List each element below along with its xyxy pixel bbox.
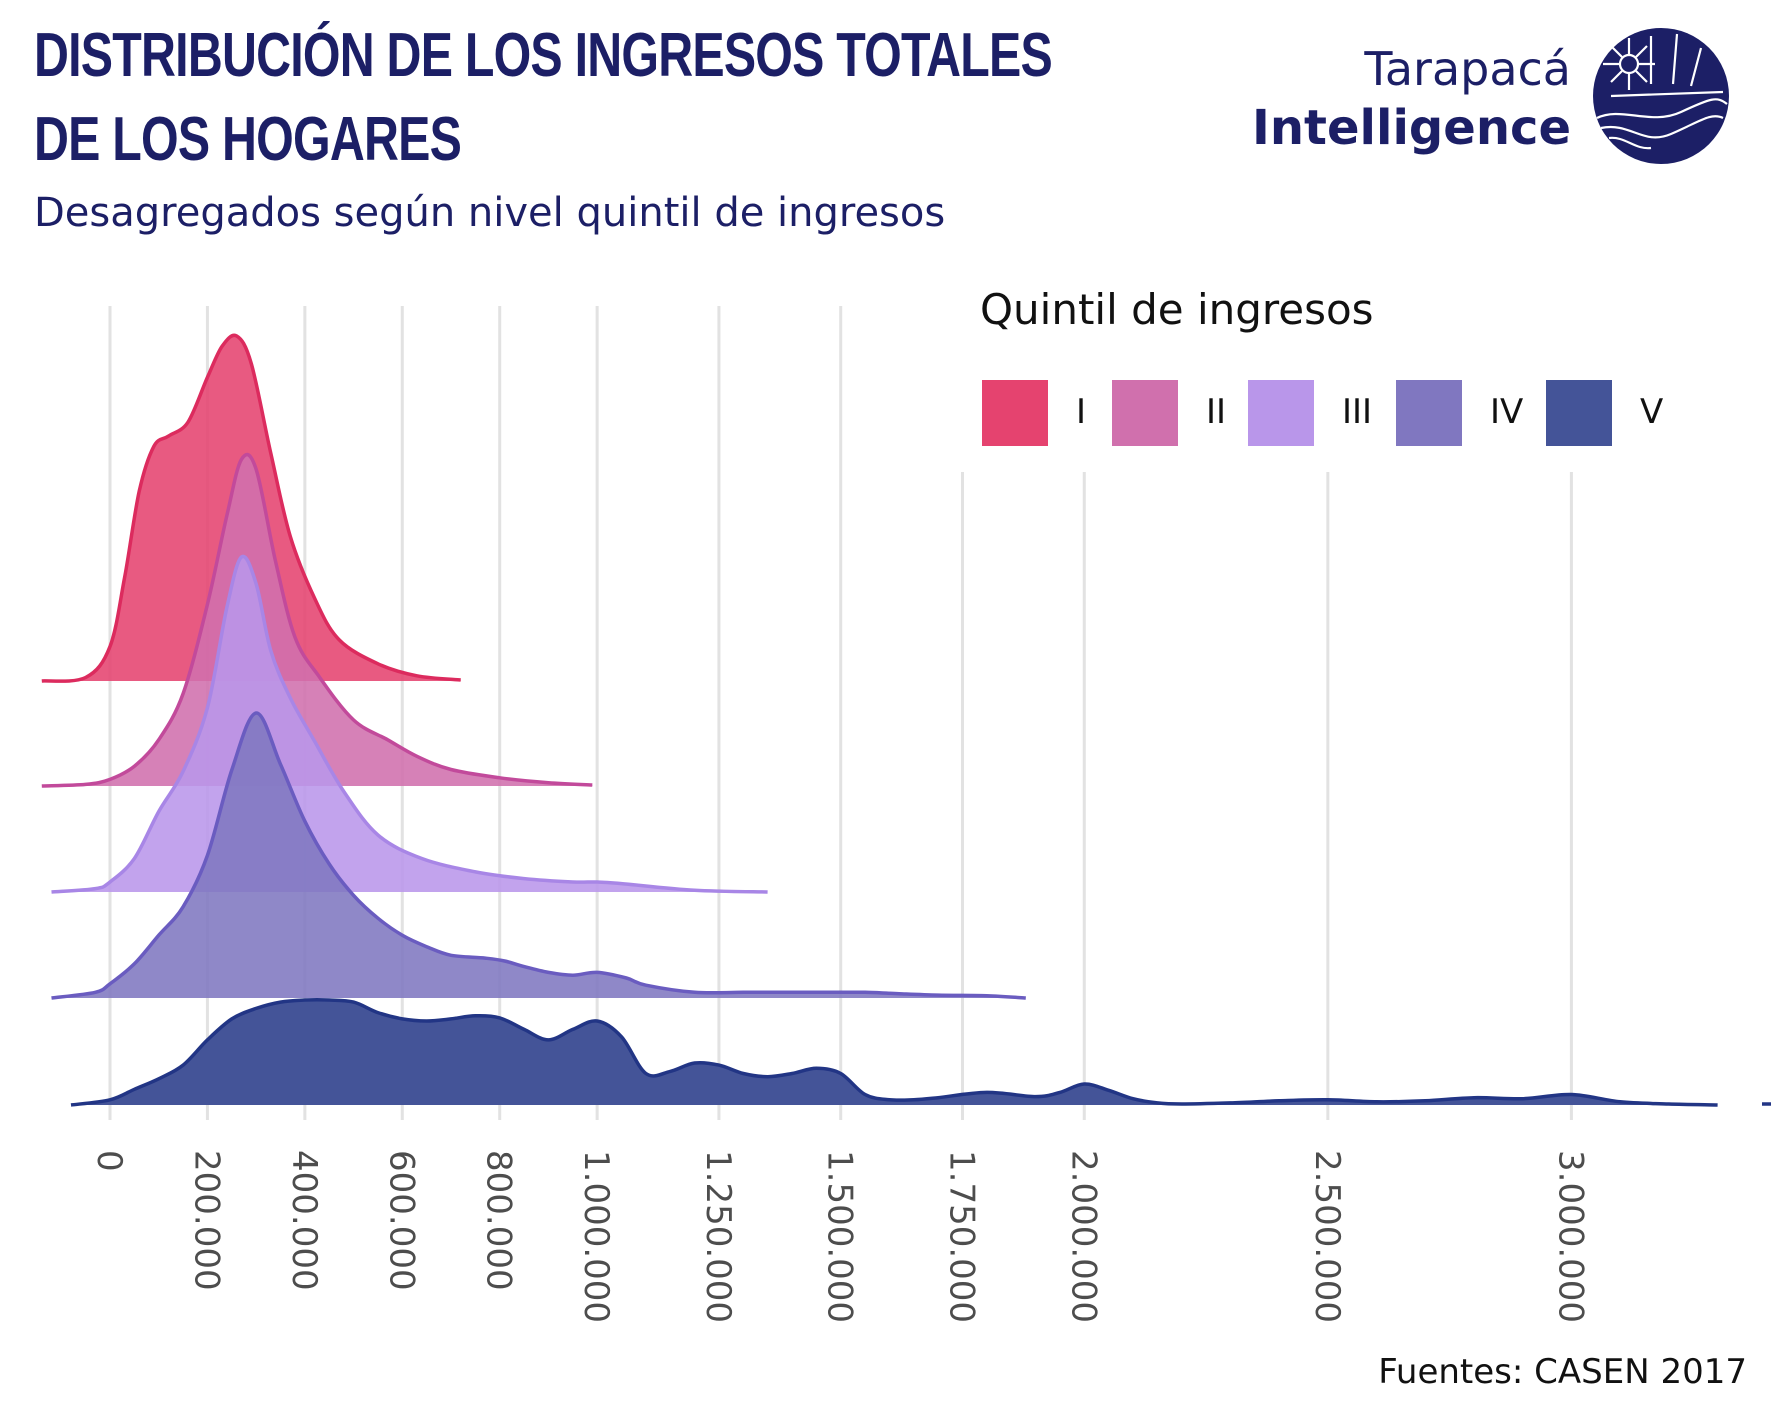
x-tick-label: 1.500.000 [820,1150,860,1323]
title-line-2: DE LOS HOGARES [34,105,462,174]
legend-swatch [1396,380,1462,446]
legend-swatch [1546,380,1612,446]
ridge-area-V [71,999,1718,1105]
ridge-area-IV [51,712,1026,998]
x-tick-label: 2.500.000 [1307,1150,1347,1323]
x-tick-label: 0 [89,1150,129,1172]
brand-line-2: Intelligence [1252,100,1571,156]
chart-subtitle: Desagregados según nivel quintil de ingr… [34,190,946,236]
x-tick-label: 1.000.000 [576,1150,616,1323]
ridges [41,333,1771,1107]
legend-swatch [1112,380,1178,446]
ridge-line-III [51,554,768,894]
x-tick-label: 400.000 [284,1150,324,1291]
brand-line-1: Tarapacá [1364,42,1571,96]
x-tick-label: 1.250.000 [698,1150,738,1323]
ridge-line-II [41,452,593,788]
x-tick-label: 600.000 [381,1150,421,1291]
x-tick-label: 3.000.000 [1550,1150,1590,1323]
x-tick-label: 200.000 [186,1150,226,1291]
x-axis-ticks: 0 200.000 400.000 600.000 800.000 1.000.000 1.… [89,1150,1590,1323]
legend-label: III [1342,392,1373,432]
ridge-line-I [41,333,461,683]
brand-text: Tarapacá Intelligence [1252,40,1571,158]
ridge-line-IV [51,711,1026,1000]
title-line-1: DISTRIBUCIÓN DE LOS INGRESOS TOTALES [34,21,1053,90]
legend-label: II [1206,392,1227,432]
legend-label: IV [1490,392,1524,432]
x-tick-label: 1.750.000 [941,1150,981,1323]
legend-title: Quintil de ingresos [980,285,1374,334]
chart-title: DISTRIBUCIÓN DE LOS INGRESOS TOTALES DE … [34,14,1053,182]
source-note: Fuentes: CASEN 2017 [1378,1352,1747,1392]
legend: I II III IV V [982,380,1672,446]
legend-swatch [982,380,1048,446]
x-tick-label: 800.000 [479,1150,519,1291]
ridge-line-V [70,997,1718,1107]
tarapaca-logo-icon [1593,28,1729,164]
legend-label: V [1640,392,1664,432]
legend-swatch [1248,380,1314,446]
legend-label: I [1076,392,1087,432]
x-tick-label: 2.000.000 [1063,1150,1103,1323]
